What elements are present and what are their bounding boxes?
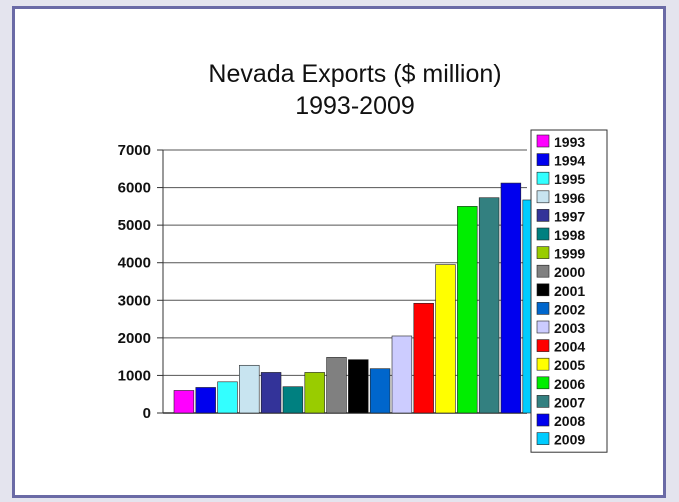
legend-label: 2008 bbox=[554, 413, 585, 429]
bar-1995 bbox=[217, 381, 238, 414]
legend-swatch bbox=[536, 413, 550, 427]
y-tick-label: 1000 bbox=[118, 367, 151, 384]
gridlines bbox=[163, 149, 527, 414]
legend-label: 2001 bbox=[554, 283, 585, 299]
y-tick-label: 4000 bbox=[118, 255, 151, 272]
bar-1999 bbox=[304, 372, 325, 414]
y-tick-label: 6000 bbox=[118, 180, 151, 197]
bar-1997 bbox=[260, 372, 282, 414]
legend-label: 2003 bbox=[554, 320, 585, 336]
legend-label: 1998 bbox=[554, 227, 585, 243]
legend-label: 1999 bbox=[554, 246, 585, 262]
legend-label: 2000 bbox=[554, 264, 585, 280]
legend-label: 1993 bbox=[554, 134, 585, 150]
bar-1996 bbox=[239, 364, 260, 414]
bar-2002 bbox=[369, 368, 391, 414]
legend-swatch bbox=[536, 227, 550, 241]
legend-swatch bbox=[536, 339, 550, 352]
chart-frame: Nevada Exports ($ million) 1993-2009 0 10… bbox=[12, 6, 666, 498]
legend-swatch bbox=[536, 171, 550, 185]
legend-label: 2006 bbox=[554, 376, 585, 392]
bar-2000 bbox=[326, 357, 347, 414]
bar-2005 bbox=[435, 264, 456, 414]
bar-1998 bbox=[282, 386, 304, 414]
bar-2001 bbox=[348, 359, 369, 414]
legend-swatch bbox=[536, 209, 550, 222]
legend-swatch bbox=[536, 302, 550, 315]
legend-label: 1994 bbox=[554, 153, 585, 169]
legend-swatch bbox=[536, 376, 550, 390]
legend-swatch bbox=[536, 357, 550, 371]
bar-1993 bbox=[173, 390, 195, 414]
bar-chart: Nevada Exports ($ million) 1993-2009 0 10… bbox=[118, 60, 608, 453]
legend: 1993 1994 1995 1996 1997 1998 1999 2000 2001 2002… bbox=[530, 129, 608, 453]
legend-label: 2009 bbox=[554, 432, 585, 448]
legend-label: 2005 bbox=[554, 357, 585, 373]
legend-label: 2004 bbox=[554, 339, 585, 355]
chart-subtitle: 1993-2009 bbox=[295, 92, 415, 120]
bar-2006 bbox=[457, 206, 478, 414]
legend-swatch bbox=[536, 153, 550, 166]
legend-swatch bbox=[536, 432, 550, 445]
legend-swatch bbox=[536, 395, 550, 408]
legend-label: 2007 bbox=[554, 394, 585, 410]
bar-2003 bbox=[391, 335, 413, 414]
legend-swatch bbox=[536, 283, 550, 297]
y-tick-label: 7000 bbox=[118, 142, 151, 159]
bar-2008 bbox=[500, 182, 522, 414]
legend-swatch bbox=[536, 320, 550, 334]
bar-1994 bbox=[195, 387, 216, 414]
legend-label: 1995 bbox=[554, 171, 585, 187]
legend-swatch bbox=[536, 134, 550, 148]
y-tick-label: 3000 bbox=[118, 292, 151, 309]
legend-swatch bbox=[536, 190, 550, 204]
y-tick-label: 0 bbox=[143, 405, 151, 422]
y-tick-label: 5000 bbox=[118, 217, 151, 234]
y-tick-label: 2000 bbox=[118, 330, 151, 347]
legend-label: 1997 bbox=[554, 208, 585, 224]
chart-title: Nevada Exports ($ million) bbox=[208, 60, 501, 88]
legend-swatch bbox=[536, 264, 550, 278]
bars bbox=[173, 182, 543, 414]
bar-2007 bbox=[478, 197, 500, 414]
bar-2004 bbox=[413, 302, 434, 414]
legend-swatch bbox=[536, 246, 550, 259]
legend-label: 1996 bbox=[554, 190, 585, 206]
legend-label: 2002 bbox=[554, 301, 585, 317]
